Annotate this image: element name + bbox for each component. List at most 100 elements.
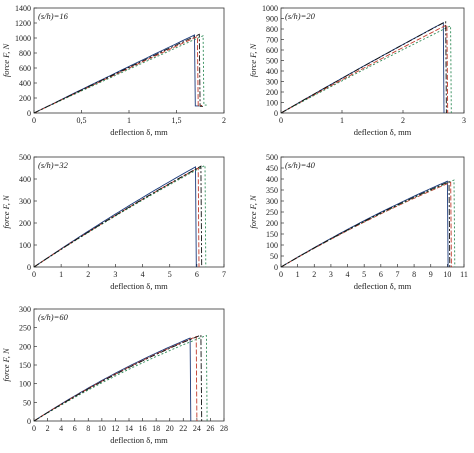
x-axis-label: deflection δ, mm <box>354 127 412 137</box>
y-tick-label: 100 <box>19 241 31 250</box>
y-tick-label: 100 <box>266 99 278 108</box>
y-axis-label: force F, N <box>1 347 11 382</box>
x-axis-label: deflection δ, mm <box>110 127 168 137</box>
x-tick-label: 12 <box>111 424 119 433</box>
x-tick-label: 24 <box>193 424 201 433</box>
series-line-3 <box>280 25 452 114</box>
y-tick-label: 200 <box>266 88 278 97</box>
chart-panel-3: 0 1 2 3 4 5 6 7 0 100 200 300 400 500 deflection δ, mm… <box>1 153 226 291</box>
y-tick-label: 200 <box>19 94 31 103</box>
plot-frame <box>33 156 225 268</box>
y-tick-label: 150 <box>19 361 31 370</box>
x-tick-label: 16 <box>139 424 147 433</box>
y-tick-label: 200 <box>19 219 31 228</box>
y-tick-label: 200 <box>19 342 31 351</box>
panel-annotation: (s/h)=16 <box>38 11 69 21</box>
series-line-1 <box>33 337 192 422</box>
x-tick-label: 1 <box>59 270 63 279</box>
x-tick-label: 22 <box>179 424 187 433</box>
y-tick-label: 800 <box>19 49 31 58</box>
series-line-4 <box>280 180 451 268</box>
series-line-2 <box>280 181 452 268</box>
x-tick-label: 7 <box>395 270 399 279</box>
y-axis-label: force F, N <box>248 194 258 229</box>
x-tick-label: 5 <box>362 270 366 279</box>
series-line-2 <box>33 35 202 114</box>
x-tick-label: 26 <box>206 424 214 433</box>
y-tick-label: 0 <box>27 263 31 272</box>
y-axis-label: force F, N <box>248 43 258 78</box>
x-tick-label: 0 <box>279 270 283 279</box>
x-tick-label: 0 <box>32 116 36 125</box>
panel-annotation: (s/h)=60 <box>38 312 69 322</box>
x-axis-label: deflection δ, mm <box>110 281 168 291</box>
y-tick-label: 100 <box>266 241 278 250</box>
y-tick-label: 300 <box>19 305 31 314</box>
x-tick-label: 11 <box>460 270 468 279</box>
x-tick-label: 4 <box>59 424 63 433</box>
x-tick-label: 8 <box>86 424 90 433</box>
y-tick-label: 450 <box>266 164 278 173</box>
x-tick-label: 3 <box>113 270 117 279</box>
x-tick-label: 1 <box>127 116 131 125</box>
x-tick-label: 2 <box>86 270 90 279</box>
series-line-1 <box>33 166 197 268</box>
y-tick-label: 300 <box>266 78 278 87</box>
y-tick-label: 200 <box>266 219 278 228</box>
y-tick-label: 50 <box>270 252 278 261</box>
y-tick-label: 150 <box>266 230 278 239</box>
x-tick-label: 3 <box>329 270 333 279</box>
x-tick-label: 0 <box>279 116 283 125</box>
x-tick-label: 1,5 <box>172 116 182 125</box>
x-tick-label: 2 <box>401 116 405 125</box>
y-tick-label: 400 <box>266 67 278 76</box>
y-tick-label: 0 <box>274 263 278 272</box>
x-tick-label: 10 <box>443 270 451 279</box>
y-tick-label: 500 <box>266 153 278 162</box>
y-axis-label: force F, N <box>1 194 11 229</box>
x-tick-label: 10 <box>98 424 106 433</box>
y-tick-label: 500 <box>19 153 31 162</box>
x-tick-label: 2 <box>312 270 316 279</box>
panel-annotation: (s/h)=32 <box>38 160 69 170</box>
y-tick-label: 250 <box>266 208 278 217</box>
y-tick-label: 700 <box>266 36 278 45</box>
y-tick-label: 0 <box>274 109 278 118</box>
x-tick-label: 6 <box>195 270 199 279</box>
y-tick-label: 1400 <box>15 4 31 13</box>
y-tick-label: 400 <box>19 79 31 88</box>
x-tick-label: 7 <box>222 270 226 279</box>
panel-annotation: (s/h)=20 <box>285 11 316 21</box>
x-tick-label: 2 <box>46 424 50 433</box>
y-tick-label: 1000 <box>262 4 278 13</box>
x-tick-label: 0,5 <box>77 116 87 125</box>
series-line-4 <box>33 334 203 422</box>
x-tick-label: 20 <box>166 424 174 433</box>
y-tick-label: 350 <box>266 186 278 195</box>
series-line-3 <box>33 35 208 114</box>
x-tick-label: 8 <box>412 270 416 279</box>
y-tick-label: 50 <box>23 398 31 407</box>
x-tick-label: 1 <box>340 116 344 125</box>
series-line-1 <box>280 180 449 268</box>
y-tick-label: 300 <box>266 197 278 206</box>
x-tick-label: 0 <box>32 424 36 433</box>
x-tick-label: 2 <box>222 116 226 125</box>
x-tick-label: 6 <box>73 424 77 433</box>
chart-panel-5: 0 2 4 6 8 10 12 14 16 18 20 22 24 26 28050100150200250… <box>1 305 228 445</box>
y-tick-label: 600 <box>266 46 278 55</box>
x-axis-label: deflection δ, mm <box>354 281 412 291</box>
y-tick-label: 600 <box>19 64 31 73</box>
chart-panel-4: 0 1 2 3 4 5 6 7 8 9 10 1105010015020025030035040045… <box>248 153 468 291</box>
x-tick-label: 5 <box>168 270 172 279</box>
y-tick-label: 0 <box>27 109 31 118</box>
y-tick-label: 250 <box>19 324 31 333</box>
y-tick-label: 400 <box>266 175 278 184</box>
series-line-4 <box>33 165 203 268</box>
x-tick-label: 14 <box>125 424 133 433</box>
y-tick-label: 300 <box>19 197 31 206</box>
x-tick-label: 9 <box>429 270 433 279</box>
x-tick-label: 0 <box>32 270 36 279</box>
